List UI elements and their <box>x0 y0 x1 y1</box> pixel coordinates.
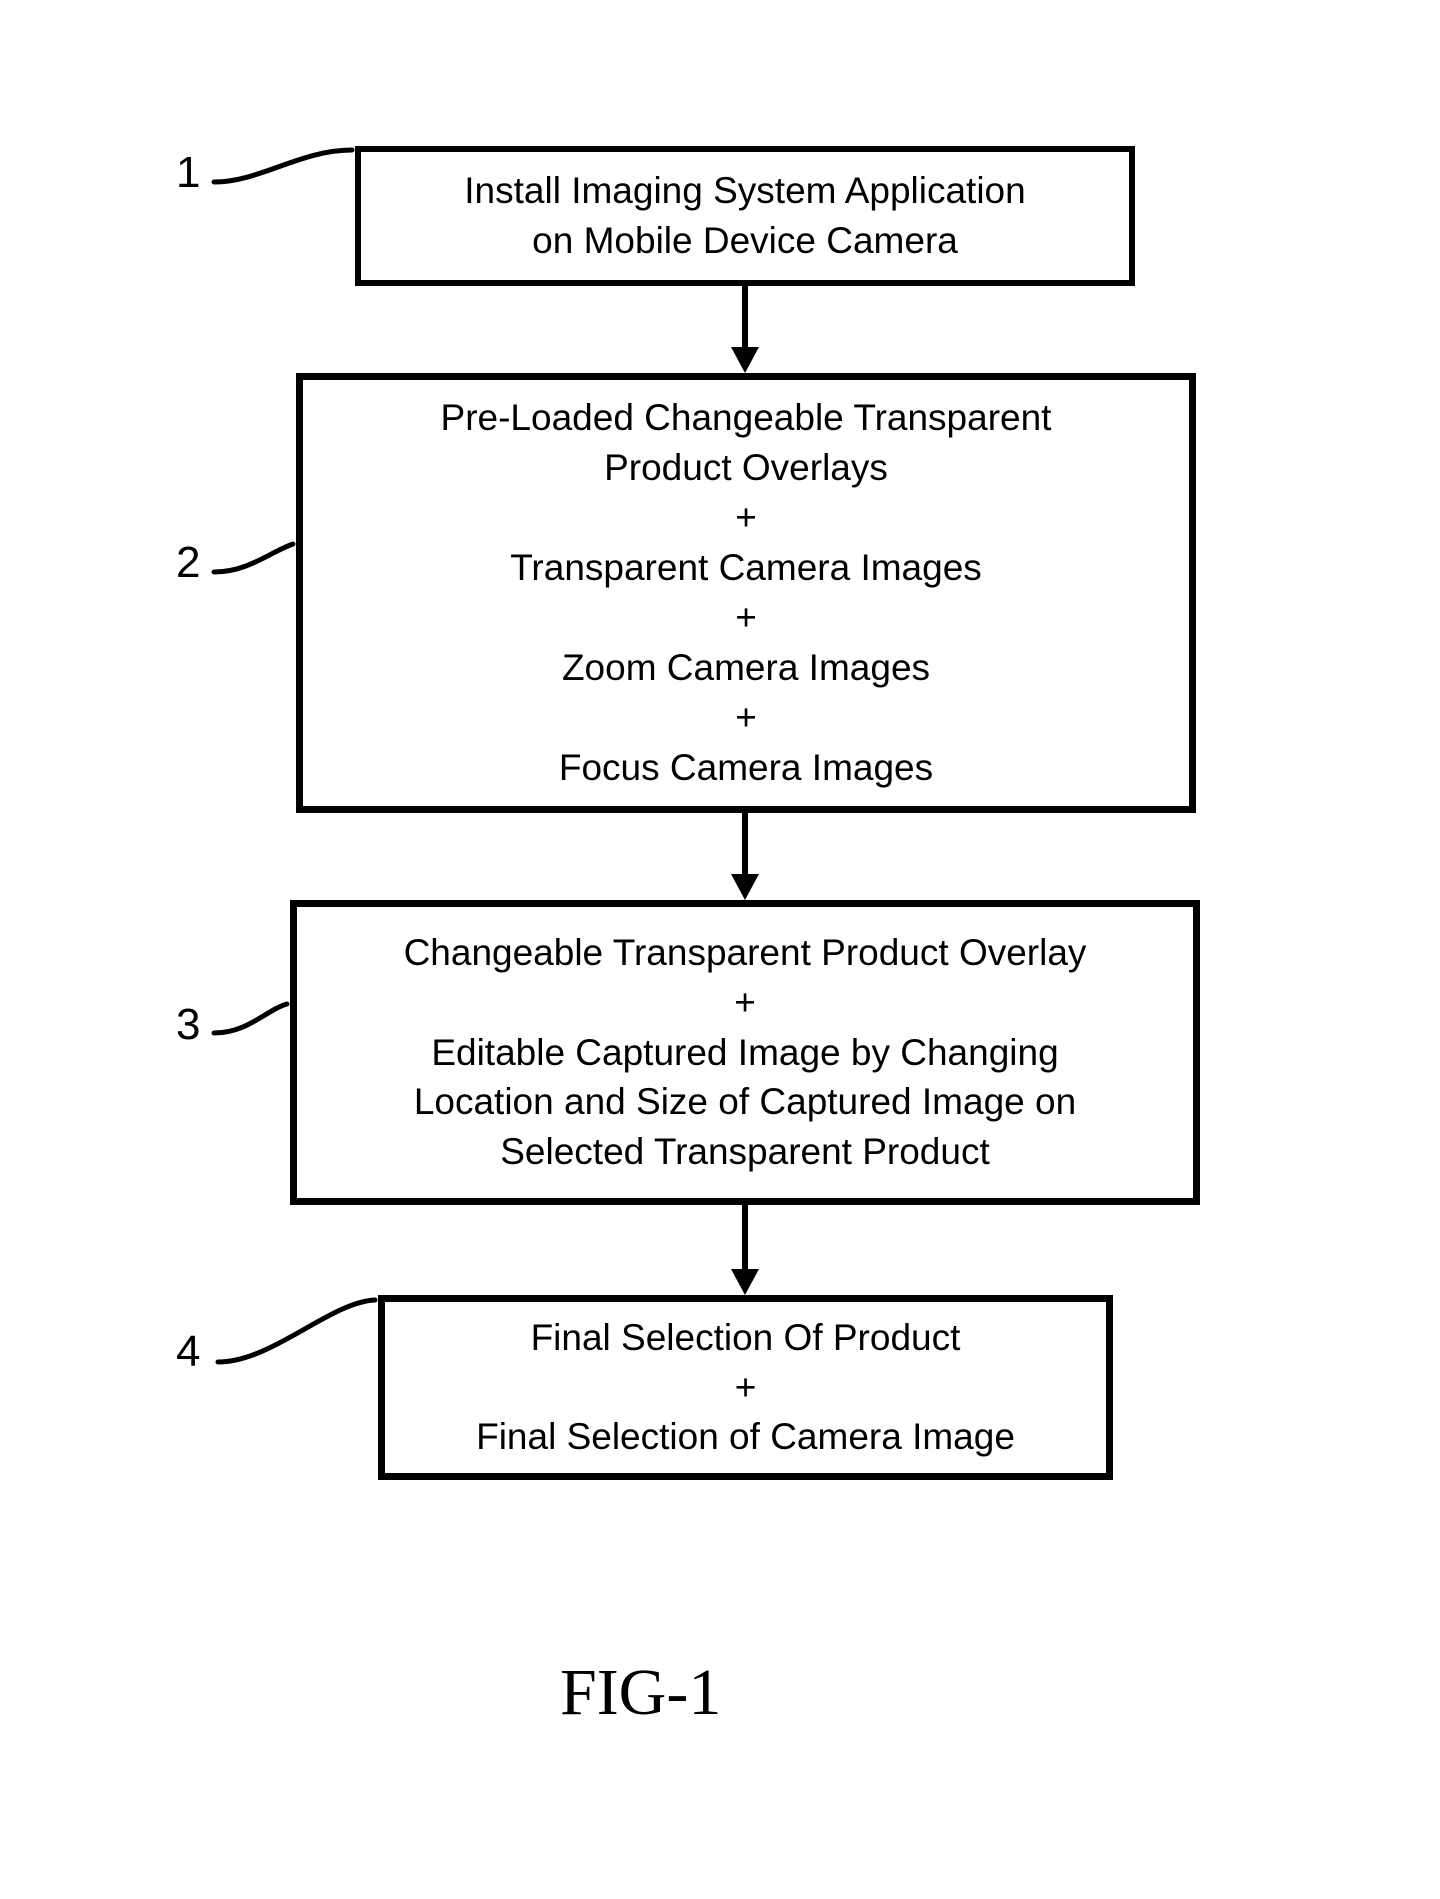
flow-step-line: + <box>385 1363 1106 1413</box>
flow-step-3: Changeable Transparent Product Overlay+E… <box>290 900 1200 1205</box>
arrow-head-icon <box>731 1269 759 1295</box>
figure-canvas: Install Imaging System Applicationon Mob… <box>0 0 1440 1899</box>
flow-step-line: Zoom Camera Images <box>303 643 1189 693</box>
flow-step-line: Location and Size of Captured Image on <box>297 1077 1193 1127</box>
leader-line <box>218 1300 375 1362</box>
flow-step-line: + <box>303 493 1189 543</box>
flow-step-4: Final Selection Of Product+Final Selecti… <box>378 1295 1113 1480</box>
flow-step-line: Focus Camera Images <box>303 743 1189 793</box>
flow-step-line: Transparent Camera Images <box>303 543 1189 593</box>
step-number-3: 3 <box>176 1000 200 1050</box>
leader-line <box>214 1004 287 1033</box>
arrow-head-icon <box>731 347 759 373</box>
leader-line <box>214 544 293 572</box>
flow-step-line: + <box>303 593 1189 643</box>
flow-step-line: Final Selection Of Product <box>385 1313 1106 1363</box>
flow-step-line: + <box>303 693 1189 743</box>
step-number-1: 1 <box>176 148 200 198</box>
figure-caption: FIG-1 <box>560 1655 721 1731</box>
arrow-head-icon <box>731 874 759 900</box>
flow-step-line: Editable Captured Image by Changing <box>297 1028 1193 1078</box>
step-number-4: 4 <box>176 1327 200 1377</box>
flow-step-line: + <box>297 978 1193 1028</box>
flow-step-line: Pre-Loaded Changeable Transparent <box>303 393 1189 443</box>
step-number-2: 2 <box>176 538 200 588</box>
flow-step-2: Pre-Loaded Changeable TransparentProduct… <box>296 373 1196 813</box>
flow-step-line: Install Imaging System Application <box>361 166 1129 216</box>
flow-step-line: Changeable Transparent Product Overlay <box>297 928 1193 978</box>
flow-step-line: Product Overlays <box>303 443 1189 493</box>
flow-step-1: Install Imaging System Applicationon Mob… <box>355 146 1135 286</box>
flow-step-line: on Mobile Device Camera <box>361 216 1129 266</box>
leader-line <box>214 150 352 182</box>
flow-step-line: Final Selection of Camera Image <box>385 1412 1106 1462</box>
flow-step-line: Selected Transparent Product <box>297 1127 1193 1177</box>
